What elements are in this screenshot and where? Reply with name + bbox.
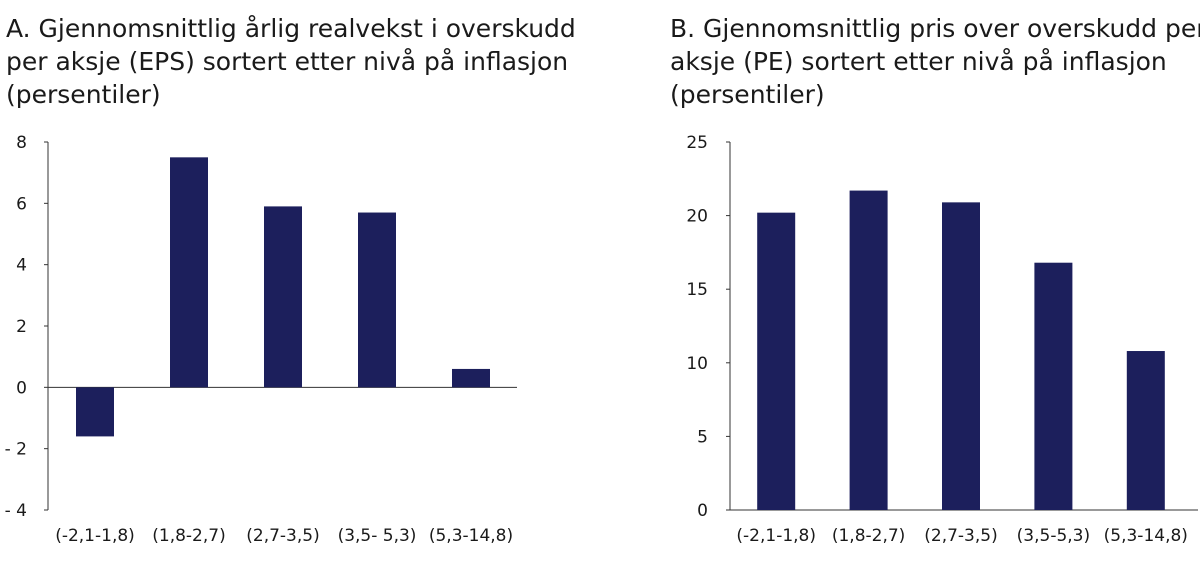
chart-a-y-tick-label: 8 — [16, 133, 27, 153]
chart-b-y-tick-label: 0 — [697, 501, 708, 521]
chart-a-title: A. Gjennomsnittlig årlig realvekst i ove… — [6, 12, 576, 111]
chart-a-category-label: (-2,1-1,8) — [55, 526, 135, 546]
chart-b-y-tick-label: 25 — [686, 133, 708, 153]
chart-b-pe-ratio: 25 20 15 10 5 0 (-2,1-1,8) (1,8-2,7) (2,7-3,5) (3… — [686, 133, 1198, 546]
chart-a-bar-4 — [358, 212, 396, 388]
chart-a-y-tick-label: 6 — [16, 194, 27, 214]
chart-a-title-line-1: A. Gjennomsnittlig årlig realvekst i ove… — [6, 14, 576, 43]
chart-a-category-label: (3,5- 5,3) — [338, 526, 417, 546]
chart-a-title-line-2: per aksje (EPS) sortert etter nivå på in… — [6, 47, 569, 76]
chart-b-category-label: (1,8-2,7) — [832, 526, 905, 546]
chart-b-y-tick-label: 15 — [686, 280, 708, 300]
chart-a-title-line-3: (persentiler) — [6, 80, 161, 109]
chart-b-category-label: (5,3-14,8) — [1104, 526, 1188, 546]
chart-b-y-tick-label: 20 — [686, 207, 708, 227]
chart-a-y-tick-label: 0 — [16, 378, 27, 398]
chart-a-y-tick-label: 2 — [16, 317, 27, 337]
chart-a-bar-2 — [170, 157, 208, 388]
chart-a-bar-5 — [452, 368, 490, 388]
chart-a-bar-3 — [264, 206, 302, 388]
chart-b-bar-3 — [942, 202, 980, 511]
chart-b-title-line-3: (persentiler) — [670, 80, 825, 109]
chart-a-category-label: (2,7-3,5) — [246, 526, 319, 546]
chart-b-category-label: (2,7-3,5) — [924, 526, 997, 546]
chart-b-title-line-2: aksje (PE) sortert etter nivå på inflasj… — [670, 47, 1167, 76]
chart-b-bar-5 — [1126, 351, 1165, 510]
chart-b-title-line-1: B. Gjennomsnittlig pris over overskudd p… — [670, 14, 1200, 43]
chart-a-category-label: (1,8-2,7) — [152, 526, 225, 546]
chart-a-eps-growth: 8 6 4 2 0 - 2 - 4 (-2,1-1,8) (1,8-2,7) (2,7-3,5) (… — [5, 133, 517, 546]
chart-a-y-tick-label: - 2 — [5, 440, 27, 460]
chart-b-category-label: (3,5-5,3) — [1017, 526, 1090, 546]
chart-a-y-tick-label: - 4 — [5, 501, 27, 521]
chart-b-category-label: (-2,1-1,8) — [736, 526, 816, 546]
chart-a-y-tick-label: 4 — [16, 256, 27, 276]
chart-b-bar-2 — [849, 190, 888, 511]
chart-b-bar-1 — [757, 212, 796, 510]
chart-b-title: B. Gjennomsnittlig pris over overskudd p… — [670, 12, 1200, 111]
chart-b-bar-4 — [1034, 262, 1073, 510]
chart-a-category-label: (5,3-14,8) — [429, 526, 513, 546]
chart-a-bar-1 — [76, 387, 114, 437]
chart-b-y-tick-label: 5 — [697, 427, 708, 447]
chart-b-y-tick-label: 10 — [686, 354, 708, 374]
